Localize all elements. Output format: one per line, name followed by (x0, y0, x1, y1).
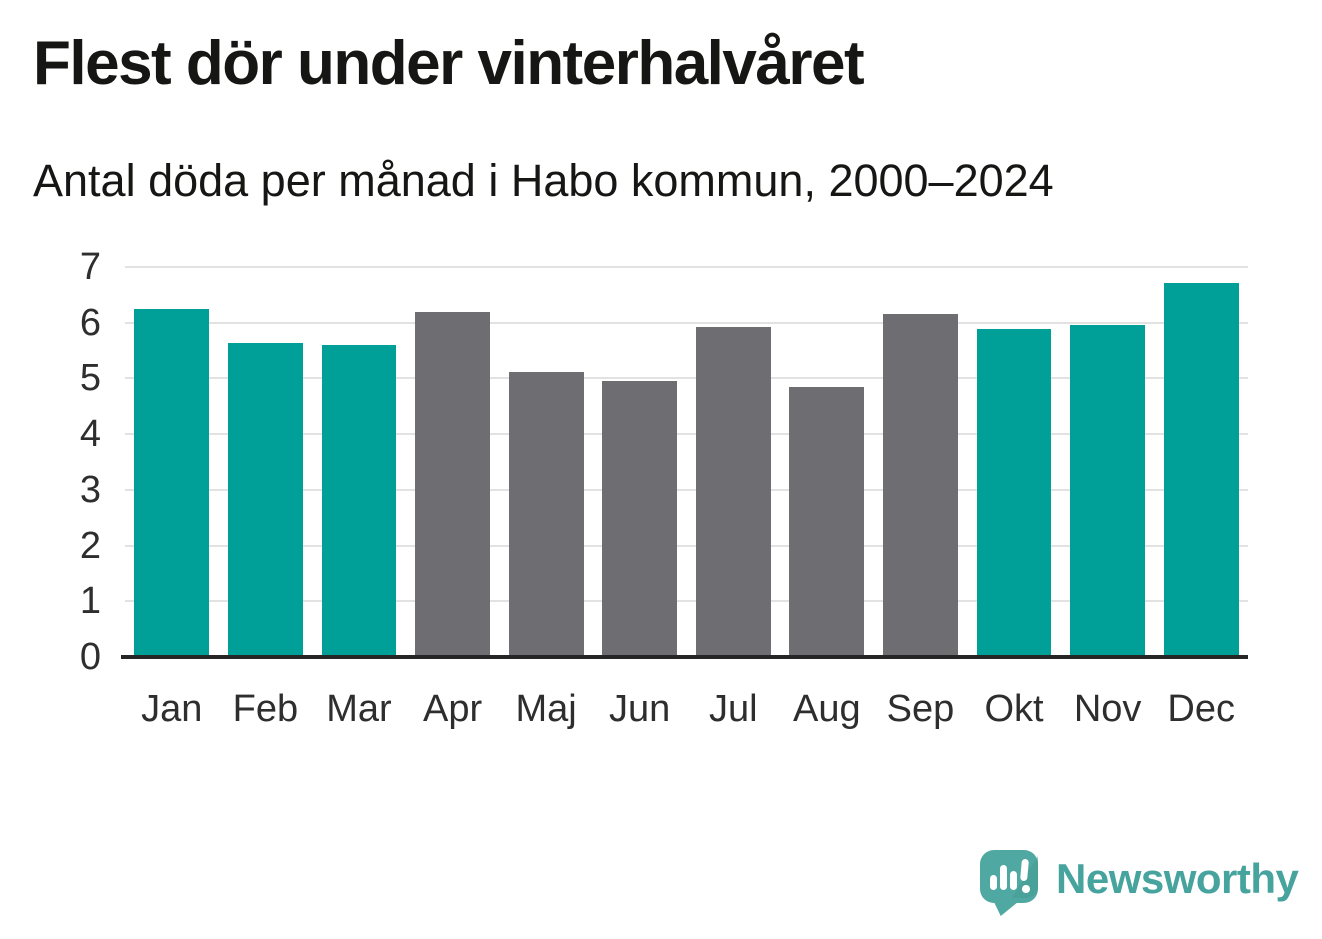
gridline-1 (125, 600, 1248, 603)
bar-okt (976, 329, 1052, 657)
bar-jan (134, 309, 210, 657)
y-tick-label-2: 2 (79, 524, 101, 567)
x-tick-label-jul: Jul (709, 688, 758, 730)
logo-bar-tall (1000, 865, 1007, 890)
gridline-3 (125, 488, 1248, 491)
newsworthy-logo-text: Newsworthy (1056, 855, 1299, 902)
newsworthy-logo: Newsworthy (980, 850, 1299, 922)
bar-jul (695, 327, 771, 657)
x-axis-baseline (121, 655, 1248, 659)
plot-area (121, 266, 1248, 659)
chart-title: Flest dör under vinterhalvåret (33, 29, 865, 98)
x-tick-label-nov: Nov (1073, 688, 1142, 730)
bar-apr (415, 311, 490, 657)
x-axis-tick-labels: Jan Feb Mar Apr Maj Jun Jul Aug Sep Okt Nov Dec (125, 686, 1248, 736)
y-tick-label-0: 0 (79, 636, 101, 678)
y-tick-label-3: 3 (79, 468, 101, 511)
x-tick-label-apr: Apr (422, 688, 483, 730)
gridline-5 (125, 377, 1248, 380)
bar-feb (227, 342, 303, 657)
bar-maj (508, 371, 584, 657)
bar-dec (1163, 282, 1239, 657)
x-tick-label-aug: Aug (793, 688, 861, 730)
bar-sep (883, 313, 958, 657)
x-tick-label-sep: Sep (886, 688, 955, 730)
x-tick-label-maj: Maj (515, 688, 577, 730)
x-tick-label-feb: Feb (232, 688, 299, 730)
y-axis-tick-labels: 0 1 2 3 4 5 6 7 (0, 247, 101, 677)
bar-nov (1070, 324, 1146, 657)
bar-aug (789, 387, 865, 657)
x-tick-label-jun: Jun (609, 688, 671, 730)
y-tick-label-1: 1 (79, 580, 101, 623)
gridline-7 (125, 266, 1248, 268)
gridline-2 (125, 544, 1248, 547)
x-tick-label-mar: Mar (326, 688, 392, 730)
y-tick-label-6: 6 (79, 301, 101, 344)
gridline-6 (125, 321, 1248, 324)
chart-subtitle: Antal döda per månad i Habo kommun, 2000… (33, 155, 1054, 206)
logo-speech-tail (994, 902, 1018, 916)
y-tick-label-5: 5 (79, 357, 101, 400)
newsworthy-logo-icon (980, 850, 1038, 916)
logo-exclamation-dot (1021, 884, 1030, 893)
logo-bar-small (990, 875, 997, 890)
bar-jun (602, 380, 678, 657)
y-tick-label-7: 7 (79, 246, 101, 288)
logo-bar-medium (1010, 871, 1017, 890)
x-tick-label-okt: Okt (984, 688, 1044, 730)
y-tick-label-4: 4 (79, 413, 101, 456)
bar-mar (321, 345, 397, 657)
x-tick-label-dec: Dec (1167, 688, 1235, 730)
x-tick-label-jan: Jan (141, 688, 203, 730)
gridline-4 (125, 433, 1248, 436)
